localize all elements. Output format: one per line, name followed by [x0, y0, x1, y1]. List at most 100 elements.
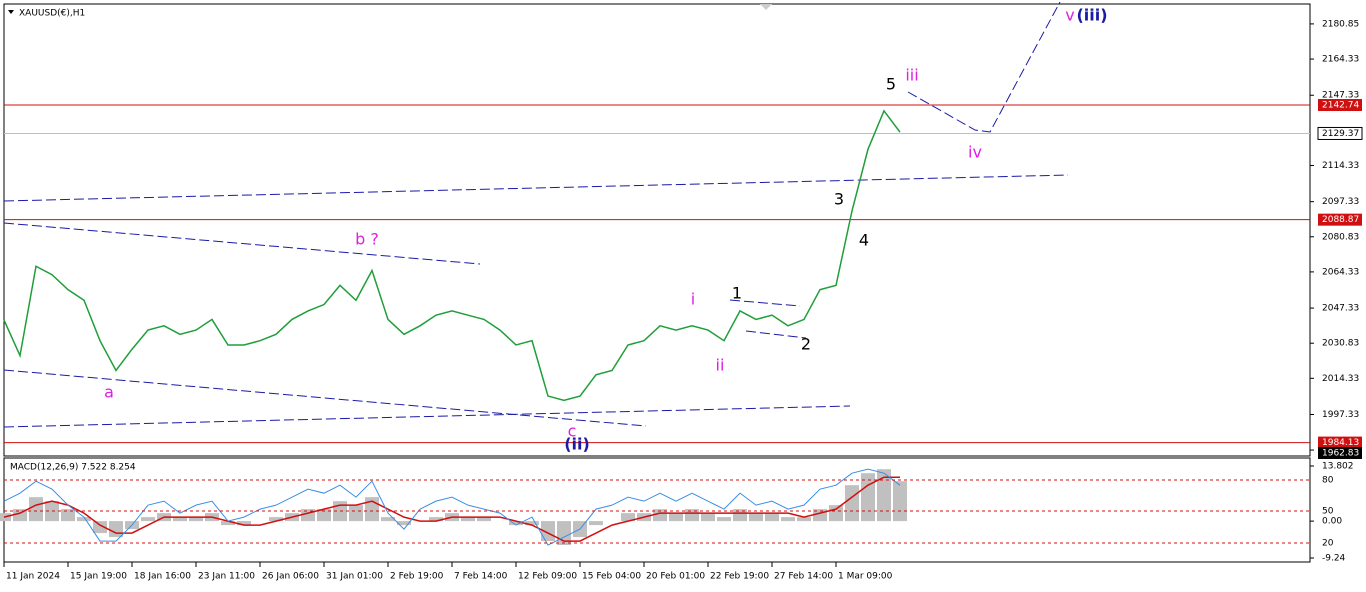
y-tick-label: 2097.33	[1322, 197, 1359, 207]
macd-bar	[589, 521, 603, 526]
macd-bar	[397, 521, 411, 526]
current-price-box	[1317, 126, 1363, 140]
trend-line	[3, 174, 1069, 202]
x-tick-label: 12 Feb 09:00	[518, 572, 577, 582]
level-label: 1984.13	[1322, 438, 1359, 448]
wave-label: c	[568, 422, 577, 441]
macd-bar	[813, 509, 827, 522]
y-tick-label: -9.24	[1322, 554, 1346, 564]
wave-label: a	[104, 383, 114, 402]
y-tick-label: 2164.33	[1322, 55, 1359, 65]
macd-bar	[109, 521, 123, 538]
y-tick-label: 1997.33	[1322, 410, 1359, 420]
macd-bar	[77, 517, 91, 522]
macd-bar	[237, 521, 251, 526]
trend-line	[3, 369, 647, 427]
macd-bar	[669, 513, 683, 522]
x-tick-label: 7 Feb 14:00	[454, 572, 508, 582]
wave-label: i	[691, 290, 695, 309]
macd-pane	[3, 457, 1311, 563]
x-tick-label: 23 Jan 11:00	[198, 572, 255, 582]
menu-arrow[interactable]	[8, 10, 14, 14]
y-tick-label: 2147.33	[1322, 91, 1359, 101]
macd-bar	[93, 521, 107, 534]
macd-bar	[893, 481, 907, 522]
y-tick-label: 2064.33	[1322, 267, 1359, 277]
macd-bar	[429, 517, 443, 522]
macd-bar	[141, 517, 155, 522]
macd-bar	[13, 509, 27, 522]
trend-lines	[3, 1, 1069, 428]
macd-bar	[461, 517, 475, 522]
wave-label: 1	[732, 284, 742, 303]
macd-bar	[861, 473, 875, 522]
wave-label: (iii)	[1076, 6, 1107, 25]
macd-bar	[653, 509, 667, 522]
level-box	[1318, 436, 1362, 449]
macd-bar	[829, 505, 843, 522]
price-line	[3, 109, 901, 402]
wave-label: 3	[834, 190, 844, 209]
macd-bar	[717, 517, 731, 522]
trend-line	[3, 405, 851, 428]
trend-line	[745, 330, 807, 339]
x-tick-label: 11 Jan 2024	[6, 572, 60, 582]
current-price-label: 2129.37	[1322, 129, 1359, 139]
level-label: 80	[1322, 476, 1334, 486]
y-tick-label: 2080.83	[1322, 232, 1359, 242]
y-tick-label: 13.802	[1322, 462, 1354, 472]
macd-bar	[477, 517, 491, 522]
macd-bar	[29, 497, 43, 522]
x-tick-label: 15 Feb 04:00	[582, 572, 641, 582]
macd-bar	[381, 517, 395, 522]
low-box	[1318, 447, 1362, 459]
shift-marker	[760, 4, 772, 10]
projection-line	[907, 1, 1061, 133]
wave-label: b ?	[355, 230, 379, 249]
macd-bar	[877, 469, 891, 522]
macd-line	[3, 468, 901, 546]
low-label: 1962.83	[1322, 449, 1359, 459]
macd-title: MACD(12,26,9) 7.522 8.254	[10, 463, 136, 473]
wave-label: v	[1065, 6, 1074, 25]
macd-bar	[797, 517, 811, 522]
x-tick-label: 27 Feb 14:00	[774, 572, 833, 582]
wave-label: ii	[716, 356, 725, 375]
macd-bar	[701, 513, 715, 522]
level-label: 20	[1322, 539, 1334, 549]
y-tick-label: 2114.33	[1322, 161, 1359, 171]
level-label: 50	[1322, 507, 1334, 517]
x-tick-label: 26 Jan 06:00	[262, 572, 319, 582]
macd-bar	[349, 505, 363, 522]
y-tick-label: 2014.33	[1322, 374, 1359, 384]
macd-bar	[525, 521, 539, 526]
macd-bar	[173, 517, 187, 522]
y-tick-label: 2180.85	[1322, 19, 1359, 29]
wave-label: iii	[905, 66, 918, 85]
y-tick-label: 0.00	[1322, 517, 1342, 527]
macd-bar	[189, 517, 203, 522]
macd-bar	[621, 513, 635, 522]
y-tick-label: 2047.33	[1322, 304, 1359, 314]
level-label: 2142.74	[1322, 101, 1359, 111]
level-box	[1318, 99, 1362, 112]
trend-line	[3, 222, 481, 265]
wave-label: iv	[968, 143, 982, 162]
macd-bar	[509, 521, 523, 526]
x-tick-label: 1 Mar 09:00	[838, 572, 893, 582]
macd-bar	[845, 485, 859, 522]
macd-bar	[541, 521, 555, 542]
macd-line	[3, 476, 900, 542]
x-tick-label: 31 Jan 01:00	[326, 572, 383, 582]
macd-bar	[301, 509, 315, 522]
wave-label: 5	[886, 75, 896, 94]
x-tick-label: 15 Jan 19:00	[70, 572, 127, 582]
macd-bar	[781, 517, 795, 522]
macd-bar	[765, 513, 779, 522]
wave-label: 4	[859, 231, 869, 250]
x-tick-label: 2 Feb 19:00	[390, 572, 444, 582]
x-tick-label: 20 Feb 01:00	[646, 572, 705, 582]
macd-bar	[269, 517, 283, 522]
trend-line	[729, 299, 801, 307]
